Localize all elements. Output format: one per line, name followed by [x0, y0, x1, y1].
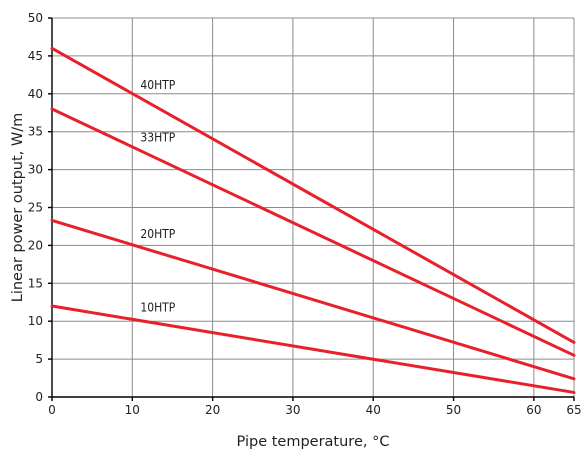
x-tick-label: 10 [125, 403, 140, 417]
y-tick-label: 5 [35, 352, 43, 366]
x-tick-label: 60 [526, 403, 541, 417]
y-tick-label: 50 [28, 11, 43, 25]
y-tick-label: 35 [28, 125, 43, 139]
axes [48, 17, 575, 401]
grid [52, 17, 575, 397]
series-label-40htp: 40HTP [140, 78, 175, 92]
x-tick-label: 30 [285, 403, 300, 417]
y-tick-label: 20 [28, 238, 43, 252]
series-labels: 40HTP 33HTP 20HTP 10HTP [140, 78, 175, 315]
series-label-10htp: 10HTP [140, 301, 175, 315]
y-tick-label: 15 [28, 276, 43, 290]
y-tick-label: 10 [28, 314, 43, 328]
y-tick-label: 40 [28, 87, 43, 101]
tick-labels: 0 5 10 15 20 25 30 35 40 45 50 0 10 20 30 40 50 60 65 [28, 11, 582, 417]
series-line-33htp [50, 107, 576, 357]
y-tick-label: 25 [28, 201, 43, 215]
x-axis-label: Pipe temperature, °C [237, 434, 390, 450]
series-line-40htp [50, 46, 576, 344]
x-tick-label: 65 [566, 403, 581, 417]
y-tick-label: 45 [28, 49, 43, 63]
x-tick-label: 20 [205, 403, 220, 417]
series-lines [50, 46, 576, 394]
series-label-33htp: 33HTP [140, 131, 175, 145]
y-axis-label: Linear power output, W/m [10, 113, 26, 303]
x-tick-label: 50 [446, 403, 461, 417]
y-tick-label: 30 [28, 163, 43, 177]
x-tick-label: 40 [366, 403, 381, 417]
x-tick-label: 0 [48, 403, 56, 417]
series-label-20htp: 20HTP [140, 227, 175, 241]
y-tick-label: 0 [35, 390, 43, 404]
series-line-10htp [50, 304, 576, 394]
series-line-20htp [50, 218, 576, 381]
